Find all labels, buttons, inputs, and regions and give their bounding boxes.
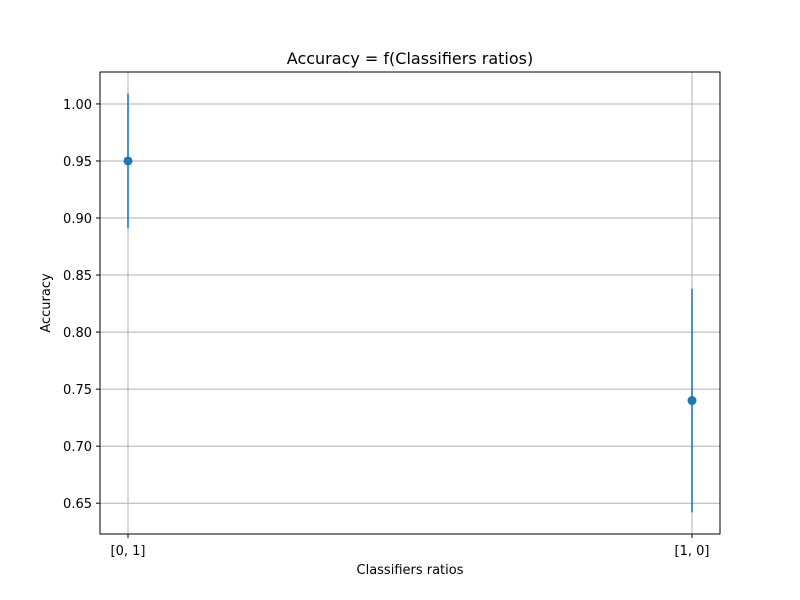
y-tick-label: 0.85 — [63, 269, 92, 284]
y-tick-label: 0.65 — [63, 497, 92, 512]
data-point — [123, 156, 133, 166]
x-tick-label: [0, 1] — [111, 544, 146, 559]
data-point — [687, 396, 697, 406]
data-series — [123, 93, 697, 513]
axis-ticks: 0.65 0.70 0.75 0.80 0.85 0.90 0.95 1.00 [0, 1] [1… — [63, 98, 709, 559]
y-axis-label: Accuracy — [39, 273, 54, 333]
y-tick-label: 0.95 — [63, 155, 92, 170]
plot-frame — [99, 71, 721, 535]
x-axis-label: Classifiers ratios — [357, 563, 464, 578]
y-tick-label: 0.90 — [63, 212, 92, 227]
chart-title: Accuracy = f(Classifiers ratios) — [287, 49, 533, 68]
y-tick-label: 0.80 — [63, 326, 92, 341]
y-tick-label: 0.75 — [63, 383, 92, 398]
grid-lines — [100, 72, 720, 534]
y-tick-label: 1.00 — [63, 98, 92, 113]
y-tick-label: 0.70 — [63, 440, 92, 455]
x-tick-label: [1, 0] — [675, 544, 710, 559]
